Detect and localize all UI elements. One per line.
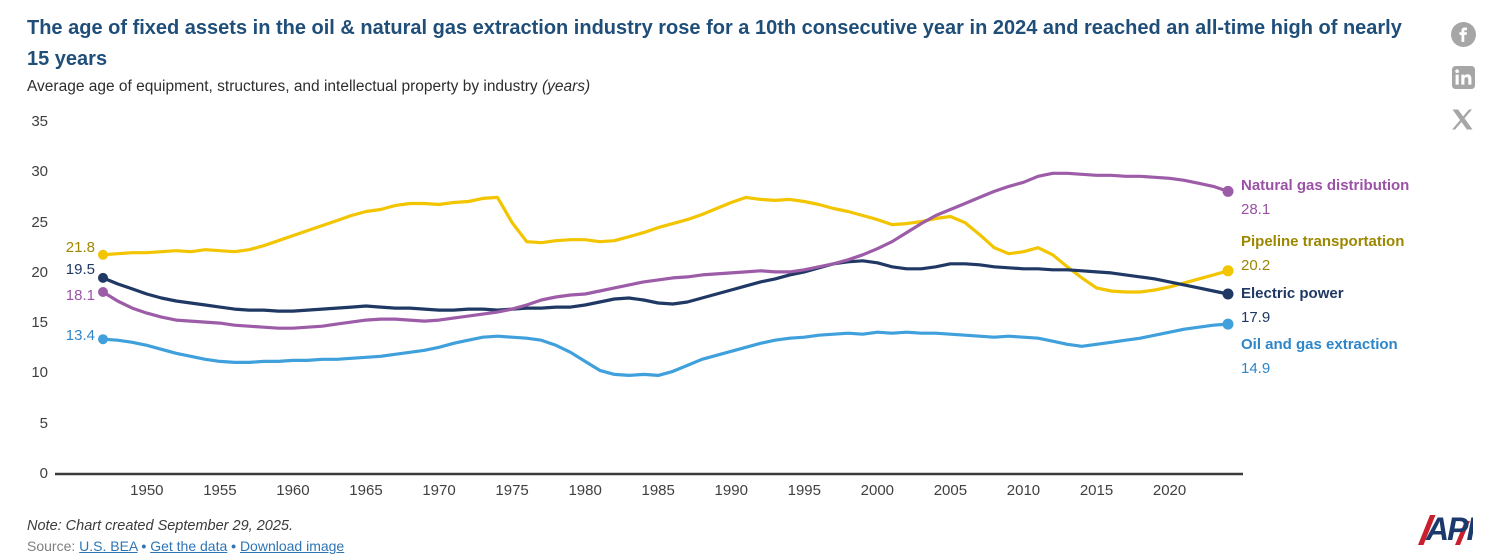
footer-note: Note: Chart created September 29, 2025. xyxy=(27,518,293,534)
x-axis-tick-label: 2010 xyxy=(1006,482,1041,499)
series-start-value-label: 19.5 xyxy=(65,260,95,278)
legend-series-value: 20.2 xyxy=(1241,257,1271,274)
x-icon xyxy=(1452,109,1473,130)
source-link-get-the-data[interactable]: Get the data xyxy=(150,538,228,554)
bullet-separator: • xyxy=(141,538,147,554)
series-start-value-label: 13.4 xyxy=(65,327,95,345)
share-buttons xyxy=(1450,21,1476,133)
x-axis-tick-label: 1970 xyxy=(422,482,456,499)
svg-text:API: API xyxy=(1425,511,1473,547)
source-link-us-bea[interactable]: U.S. BEA xyxy=(79,538,138,554)
x-axis-tick-label: 1955 xyxy=(203,482,237,499)
chart-subtitle: Average age of equipment, structures, an… xyxy=(27,78,590,96)
x-axis-tick-label: 1975 xyxy=(495,482,529,499)
series-end-dot xyxy=(1222,185,1234,197)
series-start-value-label: 21.8 xyxy=(65,238,95,256)
source-row: Source: U.S. BEA • Get the data • Downlo… xyxy=(27,538,344,554)
chart-subtitle-text: Average age of equipment, structures, an… xyxy=(27,78,538,95)
x-axis-tick-label: 1990 xyxy=(714,482,748,499)
linkedin-icon xyxy=(1451,65,1475,89)
x-axis-tick-label: 1960 xyxy=(276,482,310,499)
x-axis-tick-label: 2005 xyxy=(933,482,968,499)
series-end-dot xyxy=(1222,288,1234,300)
series-end-dot xyxy=(1222,265,1234,277)
series-start-dot xyxy=(98,334,108,345)
y-axis-tick-label: 35 xyxy=(31,113,48,130)
y-axis-tick-label: 0 xyxy=(39,465,48,482)
x-axis-tick-label: 2020 xyxy=(1152,482,1187,499)
bullet-separator: • xyxy=(231,538,237,554)
share-facebook-button[interactable] xyxy=(1450,21,1476,47)
api-logo-graphic: API xyxy=(1418,511,1478,547)
x-axis-tick-label: 2015 xyxy=(1079,482,1114,499)
y-axis-tick-label: 5 xyxy=(39,414,48,432)
series-line-natural-gas-distribution xyxy=(101,171,1230,330)
series-end-dot xyxy=(1222,318,1234,330)
series-line-electric-power xyxy=(101,259,1230,313)
x-axis-tick-label: 1950 xyxy=(130,482,164,499)
legend-series-name: Oil and gas extraction xyxy=(1241,336,1398,353)
series-start-dot xyxy=(98,249,108,260)
api-logo[interactable]: API xyxy=(1417,503,1478,552)
x-axis-tick-label: 1985 xyxy=(641,482,675,499)
source-label: Source: xyxy=(27,538,76,554)
share-linkedin-button[interactable] xyxy=(1450,64,1476,90)
y-axis-tick-label: 25 xyxy=(31,213,48,231)
y-axis-tick-label: 30 xyxy=(31,163,48,181)
facebook-icon xyxy=(1450,21,1476,47)
legend-series-value: 28.1 xyxy=(1241,201,1271,218)
series-start-value-label: 18.1 xyxy=(65,286,95,304)
x-axis-tick-label: 1980 xyxy=(568,482,602,499)
legend-series-name: Electric power xyxy=(1241,285,1344,302)
chart-subtitle-unit: (years) xyxy=(541,78,591,95)
x-axis-tick-label: 1965 xyxy=(349,482,383,499)
x-axis-tick-label: 2000 xyxy=(860,482,895,499)
source-link-download-image[interactable]: Download image xyxy=(239,538,345,554)
y-axis-tick-label: 20 xyxy=(31,263,48,281)
chart-title: The age of fixed assets in the oil & nat… xyxy=(27,17,1402,70)
legend-series-name: Pipeline transportation xyxy=(1241,233,1405,250)
legend-series-name: Natural gas distribution xyxy=(1241,177,1410,194)
share-x-button[interactable] xyxy=(1450,107,1476,133)
series-line-oil-and-gas-extraction xyxy=(101,322,1230,377)
y-axis-tick-label: 10 xyxy=(31,364,48,382)
series-start-dot xyxy=(98,272,108,283)
legend-series-value: 17.9 xyxy=(1241,309,1271,326)
series-line-pipeline-transportation xyxy=(101,195,1230,294)
y-axis-tick-label: 15 xyxy=(31,314,48,332)
legend-series-value: 14.9 xyxy=(1241,360,1271,377)
series-start-dot xyxy=(98,287,108,297)
x-axis-tick-label: 1995 xyxy=(787,482,821,499)
